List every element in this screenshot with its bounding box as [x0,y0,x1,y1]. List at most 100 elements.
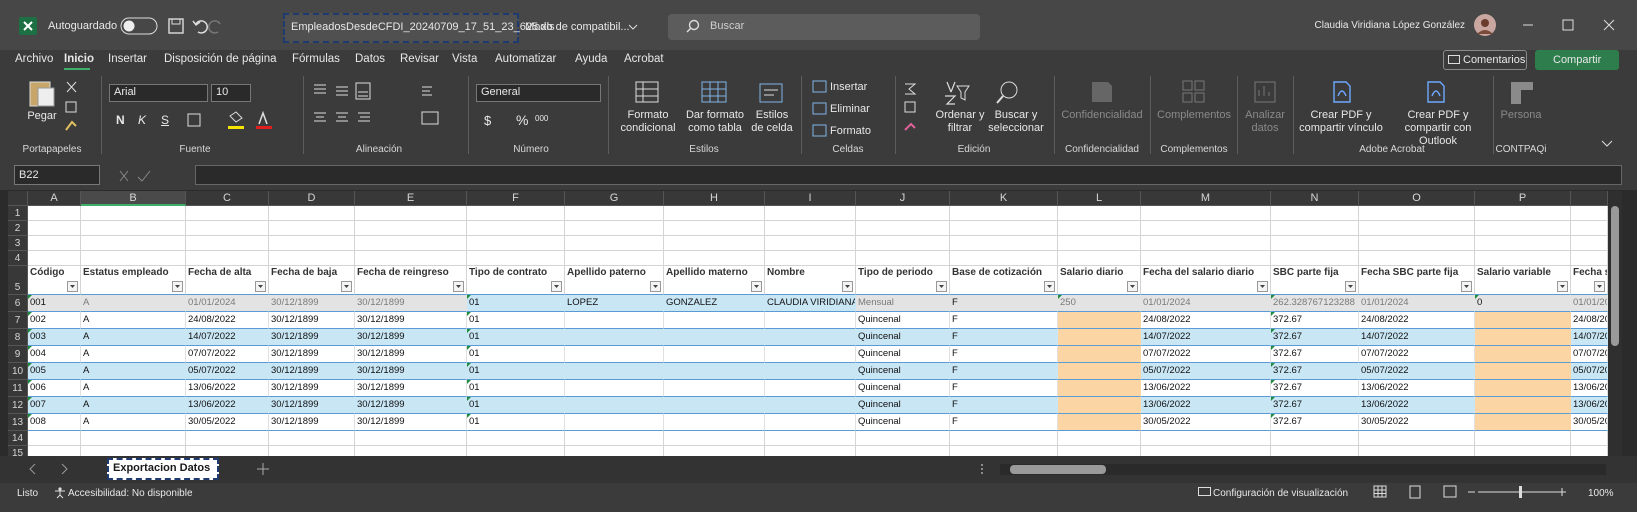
cell[interactable] [565,236,664,251]
column-header[interactable]: G [565,191,664,206]
cell[interactable] [856,251,950,266]
cell[interactable] [765,221,856,236]
cell[interactable]: 372.67 [1271,414,1359,431]
comments-button[interactable] [1443,50,1527,70]
cell[interactable] [1359,431,1475,446]
sheet-tab-label[interactable]: Exportacion Datos [113,462,211,474]
cell[interactable]: CLAUDIA VIRIDIANA [765,295,856,312]
cell[interactable]: 13/06/2022 [186,380,269,397]
row-header[interactable]: 5 [8,266,28,295]
cell[interactable]: 372.67 [1271,312,1359,329]
table-header-cell[interactable]: Fecha del salario diario [1141,266,1271,295]
column-header[interactable]: D [269,191,355,206]
cell[interactable]: 372.67 [1271,329,1359,346]
cell[interactable] [1571,206,1608,221]
cell[interactable]: Quincenal [856,312,950,329]
cell[interactable] [355,251,467,266]
filter-button[interactable] [1127,281,1138,292]
cell[interactable] [1571,251,1608,266]
column-header[interactable]: I [765,191,856,206]
menu-tab[interactable]: Ayuda [575,53,608,65]
addins-icon[interactable] [1182,80,1206,104]
create-pdf-outlook-button[interactable]: Crear PDF y compartir con Outlook [1404,109,1472,147]
cell[interactable] [765,380,856,397]
row-header[interactable]: 11 [8,380,28,397]
name-box[interactable]: B22 [14,165,100,185]
cell[interactable] [269,446,355,456]
cell[interactable] [1058,346,1141,363]
cell[interactable] [765,397,856,414]
table-header-cell[interactable]: Base de cotización [950,266,1058,295]
cell[interactable] [664,329,765,346]
cell[interactable] [1359,206,1475,221]
filter-button[interactable] [1557,281,1568,292]
column-header[interactable]: B [81,191,186,206]
cell[interactable] [1571,431,1608,446]
cell[interactable]: 30/12/1899 [355,295,467,312]
cell[interactable]: F [950,363,1058,380]
cell[interactable] [565,380,664,397]
cell[interactable] [565,329,664,346]
cell[interactable]: 30/12/1899 [269,380,355,397]
column-header[interactable]: P [1475,191,1571,206]
cell[interactable]: 30/12/1899 [269,295,355,312]
cell[interactable]: F [950,346,1058,363]
menu-tab[interactable]: Insertar [108,53,147,65]
cell[interactable] [1475,221,1571,236]
cell[interactable]: 13/06/2022 [1571,397,1608,414]
row-header[interactable]: 14 [8,431,28,446]
cell[interactable] [269,206,355,221]
cell[interactable]: 07/07/2022 [1359,346,1475,363]
cell[interactable]: 07/07/2022 [1141,346,1271,363]
cell[interactable] [1271,221,1359,236]
filter-button[interactable] [255,281,266,292]
cell[interactable]: 13/06/2022 [1141,380,1271,397]
cell[interactable] [269,431,355,446]
filter-button[interactable] [67,281,78,292]
cell[interactable] [1571,221,1608,236]
cell[interactable] [28,221,81,236]
cell[interactable]: 05/07/2022 [1571,363,1608,380]
cell[interactable]: 13/06/2022 [186,397,269,414]
cell[interactable]: 30/12/1899 [355,312,467,329]
cell[interactable] [856,431,950,446]
filter-button[interactable] [1044,281,1055,292]
table-header-cell[interactable]: Apellido paterno [565,266,664,295]
cell[interactable]: 01 [467,380,565,397]
cell[interactable]: 01/01/2024 [1571,295,1608,312]
row-header[interactable]: 1 [8,206,28,221]
cell[interactable] [81,251,186,266]
cell[interactable] [355,236,467,251]
cell[interactable] [1359,251,1475,266]
cell[interactable] [765,312,856,329]
cell[interactable] [269,251,355,266]
cell[interactable] [856,221,950,236]
select-all[interactable] [8,191,28,206]
cell[interactable]: 01 [467,346,565,363]
paste-label[interactable]: Pegar [27,110,57,122]
cell[interactable]: A [81,363,186,380]
cell[interactable]: Quincenal [856,380,950,397]
filter-button[interactable] [1257,281,1268,292]
persona-icon[interactable] [1509,80,1535,106]
cell[interactable] [856,206,950,221]
cell[interactable] [81,206,186,221]
cell[interactable]: 262.328767123288 [1271,295,1359,312]
cell[interactable] [1141,236,1271,251]
cell[interactable] [1141,206,1271,221]
cell[interactable] [565,206,664,221]
table-header-cell[interactable]: Apellido materno [664,266,765,295]
cell[interactable] [186,206,269,221]
cell[interactable]: 01 [467,363,565,380]
cell[interactable] [1475,397,1571,414]
cell[interactable] [1271,236,1359,251]
menu-tab[interactable]: Archivo [15,53,54,65]
cell[interactable]: 01/01/2024 [186,295,269,312]
cell[interactable] [565,221,664,236]
cell[interactable]: 372.67 [1271,397,1359,414]
cell[interactable] [1058,446,1141,456]
cell[interactable] [1475,329,1571,346]
cell[interactable] [765,431,856,446]
cell[interactable] [1141,446,1271,456]
delete-cells-button[interactable]: Eliminar [830,103,870,115]
